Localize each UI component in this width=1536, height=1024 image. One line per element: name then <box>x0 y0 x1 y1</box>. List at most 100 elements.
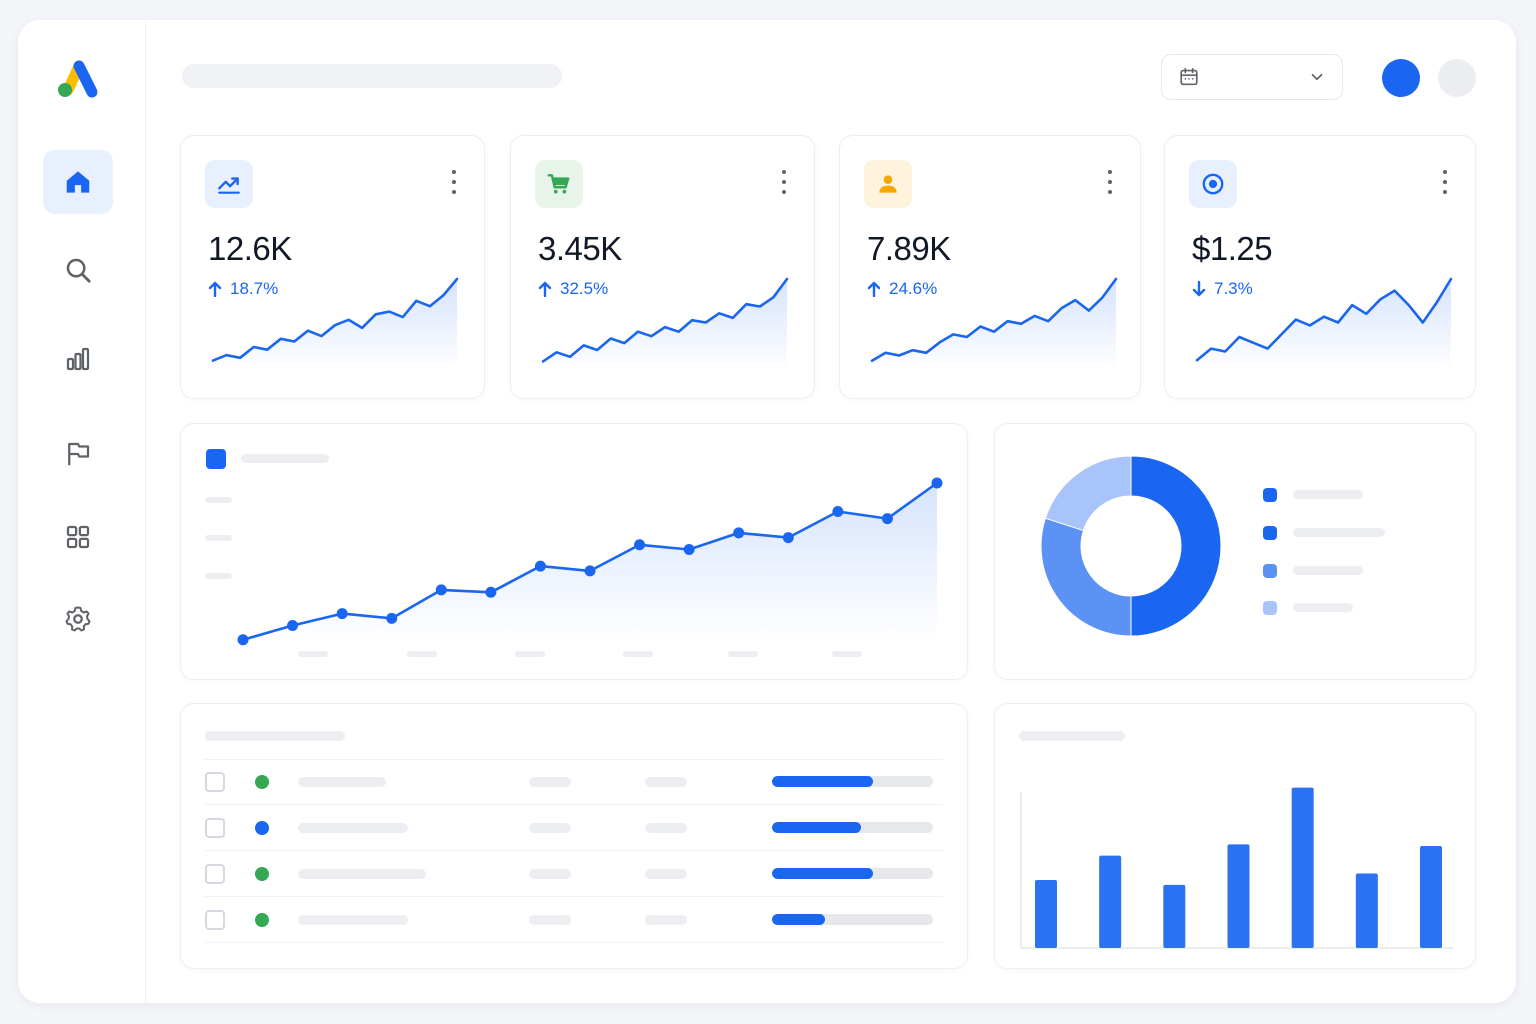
campaign-name-placeholder <box>298 823 408 833</box>
chart-title-placeholder <box>1019 731 1125 741</box>
stat-delta: 18.7% <box>208 279 278 299</box>
x-tick-placeholder <box>298 651 328 657</box>
line-chart-point <box>931 477 943 489</box>
cell-placeholder <box>645 777 687 787</box>
bar <box>1099 855 1122 948</box>
x-tick-placeholder <box>515 651 545 657</box>
line-chart <box>237 477 943 646</box>
home-icon <box>66 171 90 193</box>
legend-label-placeholder <box>1293 603 1353 612</box>
progress-fill <box>772 776 874 787</box>
bar <box>1420 845 1442 948</box>
stat-delta-value: 32.5% <box>560 279 609 298</box>
date-range-picker[interactable] <box>1161 54 1343 100</box>
line-chart-point <box>485 586 497 598</box>
line-chart-point <box>733 527 745 539</box>
sidebar-item-settings[interactable] <box>43 587 113 651</box>
sparkline-chart <box>211 277 459 371</box>
sparkline-area <box>213 279 457 371</box>
bar-chart-icon <box>66 347 90 371</box>
distribution-chart-card <box>994 423 1476 680</box>
line-chart-point <box>683 544 695 555</box>
performance-chart-card <box>180 423 968 680</box>
sparkline-line <box>211 277 459 362</box>
chart-title-placeholder <box>241 454 329 463</box>
bar <box>1291 787 1314 948</box>
bar-chart-card <box>994 703 1476 969</box>
stat-delta: 24.6% <box>867 279 937 299</box>
line-chart-point <box>237 634 249 646</box>
table-divider <box>205 896 943 897</box>
sparkline-chart <box>541 277 789 371</box>
status-dot <box>255 913 269 927</box>
page-title-placeholder <box>182 64 562 88</box>
sidebar-item-search[interactable] <box>43 238 113 302</box>
more-options-button[interactable] <box>446 170 462 194</box>
donut-slice <box>1044 455 1132 532</box>
sparkline-line <box>870 277 1118 362</box>
sidebar-item-reports[interactable] <box>43 327 113 391</box>
row-checkbox[interactable] <box>205 772 225 792</box>
campaign-name-placeholder <box>298 915 408 925</box>
arrow-up-icon <box>208 281 222 297</box>
line-chart-point <box>435 584 447 596</box>
calendar-icon <box>1180 67 1198 86</box>
donut-slice <box>1130 455 1222 637</box>
series-legend-swatch <box>206 449 226 469</box>
app-window: 12.6K 18.7% 3.45K 32.5% 7.89K 24.6% <box>18 20 1516 1003</box>
stat-card-conversions: 3.45K 32.5% <box>510 135 815 399</box>
progress-fill <box>772 822 861 833</box>
bar <box>1163 884 1186 948</box>
arrow-up-icon <box>538 281 552 297</box>
row-checkbox[interactable] <box>205 910 225 930</box>
cell-placeholder <box>529 823 571 833</box>
x-tick-placeholder <box>407 651 437 657</box>
more-options-button[interactable] <box>776 170 792 194</box>
progress-fill <box>772 868 874 879</box>
more-options-button[interactable] <box>1102 170 1118 194</box>
stat-value: $1.25 <box>1192 230 1273 267</box>
line-chart-point <box>584 565 596 577</box>
account-button[interactable] <box>1438 59 1476 97</box>
person-icon <box>864 160 912 208</box>
status-dot <box>255 867 269 881</box>
cell-placeholder <box>645 869 687 879</box>
avatar[interactable] <box>1382 59 1420 97</box>
donut-chart <box>1040 455 1222 637</box>
donut-slice <box>1040 517 1132 637</box>
sparkline-line <box>1195 277 1453 362</box>
flag-icon <box>68 442 90 466</box>
row-checkbox[interactable] <box>205 818 225 838</box>
stat-delta-value: 24.6% <box>889 279 938 298</box>
google-ads-logo[interactable] <box>54 54 104 100</box>
sidebar-item-goals[interactable] <box>43 422 113 486</box>
legend-label-placeholder <box>1293 528 1385 537</box>
progress-bar <box>772 914 933 925</box>
bar-chart <box>1020 787 1453 949</box>
arrow-up-icon <box>867 281 881 297</box>
bar <box>1035 879 1057 948</box>
line-chart-point <box>832 506 844 517</box>
line-chart-area <box>243 483 937 640</box>
sidebar-item-apps[interactable] <box>43 505 113 569</box>
sparkline-area <box>872 279 1116 371</box>
status-dot <box>255 821 269 835</box>
more-options-button[interactable] <box>1437 170 1453 194</box>
progress-bar <box>772 776 933 787</box>
sidebar-item-home[interactable] <box>43 150 113 214</box>
stat-card-users: 7.89K 24.6% <box>839 135 1141 399</box>
row-checkbox[interactable] <box>205 864 225 884</box>
campaign-name-placeholder <box>298 869 426 879</box>
arrow-down-icon <box>1192 281 1206 297</box>
campaigns-table-card <box>180 703 968 969</box>
bar <box>1355 873 1378 948</box>
stat-card-clicks: 12.6K 18.7% <box>180 135 485 399</box>
line-chart-point <box>782 532 794 544</box>
cell-placeholder <box>529 915 571 925</box>
legend-swatch <box>1263 564 1277 578</box>
x-tick-placeholder <box>728 651 758 657</box>
cell-placeholder <box>529 777 571 787</box>
y-tick-placeholder <box>205 535 232 541</box>
campaign-name-placeholder <box>298 777 386 787</box>
line-chart-point <box>336 608 348 620</box>
